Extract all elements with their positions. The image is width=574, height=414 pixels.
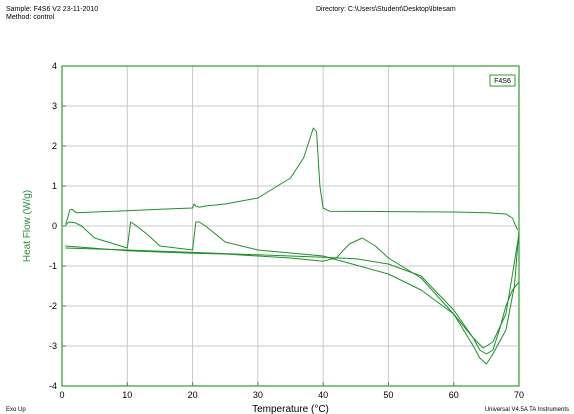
legend-box xyxy=(489,74,516,87)
y-tick-label: -3 xyxy=(49,341,57,351)
y-tick-label: 0 xyxy=(52,221,57,231)
y-tick-label: -1 xyxy=(49,261,57,271)
directory-label: Directory: C:\Users\Student\Desktop\Ibte… xyxy=(316,6,456,13)
y-tick-label: 2 xyxy=(52,141,57,151)
legend-label: F4S6 xyxy=(494,78,511,85)
heat-flow-line xyxy=(65,127,519,231)
y-tick-label: 4 xyxy=(52,61,57,71)
x-tick-label: 40 xyxy=(318,390,328,400)
x-tick-label: 30 xyxy=(253,390,263,400)
heat-flow-line xyxy=(65,233,520,349)
x-tick-label: 10 xyxy=(122,390,132,400)
y-tick-label: 3 xyxy=(52,101,57,111)
grid xyxy=(62,66,519,386)
y-axis-label: Heat Flow (W/g) xyxy=(22,190,33,262)
y-tick-label: 1 xyxy=(52,181,57,191)
series-lines xyxy=(64,127,520,365)
plot-frame xyxy=(61,65,520,387)
x-tick-label: 0 xyxy=(59,390,64,400)
x-tick-label: 50 xyxy=(383,390,393,400)
x-tick-label: 70 xyxy=(514,390,524,400)
exo-up-label: Exo Up xyxy=(6,407,26,413)
sample-label: Sample: F4S6 V2 23-11-2010 xyxy=(6,6,99,13)
heat-flow-line xyxy=(65,229,520,365)
method-label: Method: control xyxy=(6,14,55,21)
x-tick-label: 60 xyxy=(449,390,459,400)
legend: F4S6 xyxy=(489,74,516,87)
x-axis-label: Temperature (°C) xyxy=(252,404,329,414)
x-tick-label: 20 xyxy=(188,390,198,400)
y-tick-label: -4 xyxy=(49,381,57,391)
axis-ticks: 0 10 20 30 40 50 60 70 -4 -3 -2 -1 0 1 2 3 4 xyxy=(49,61,524,400)
y-tick-label: -2 xyxy=(49,301,57,311)
instrument-label: Universal V4.5A TA Instruments xyxy=(485,407,569,413)
heat-flow-line xyxy=(64,221,520,355)
